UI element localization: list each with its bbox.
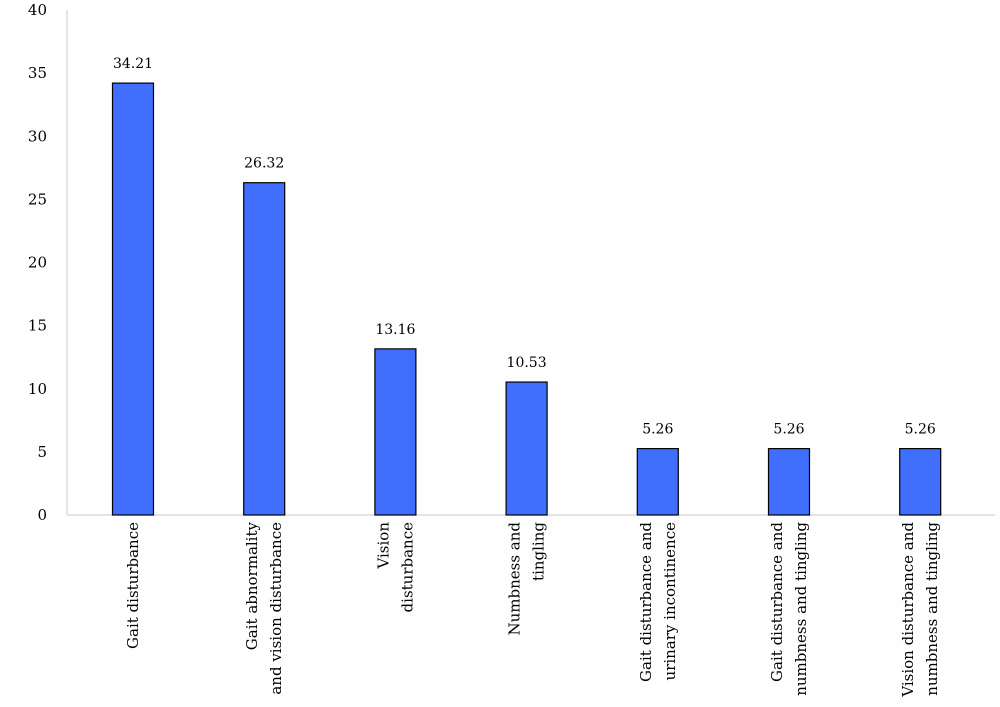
data-label: 26.32 — [244, 156, 284, 172]
category-label-line: Numbness and — [506, 522, 524, 636]
bars — [111, 82, 942, 516]
y-tick-label: 20 — [28, 254, 47, 272]
bar — [111, 82, 155, 516]
y-tick-label: 25 — [28, 190, 47, 208]
category-label: Vision disturbance — [374, 522, 416, 613]
category-label-line: disturbance — [398, 522, 416, 613]
data-label: 5.26 — [642, 422, 673, 438]
data-label: 5.26 — [905, 422, 936, 438]
category-label-line: numbness and tingling — [792, 522, 810, 696]
category-label: Gait disturbance and urinary incontinence — [637, 522, 679, 682]
y-tick-label: 30 — [28, 127, 47, 145]
category-label-line: tingling — [530, 522, 548, 581]
data-label: 13.16 — [375, 322, 415, 338]
category-label-line: Gait abnormality — [243, 521, 261, 650]
category-label-line: and vision disturbance — [267, 522, 285, 695]
y-tick-label: 40 — [28, 1, 47, 19]
category-label: Numbness and tingling — [506, 522, 548, 636]
category-label: Gait disturbance — [124, 522, 142, 649]
y-tick-label: 0 — [37, 506, 47, 524]
y-tick-label: 35 — [28, 64, 47, 82]
bar — [243, 182, 286, 516]
category-label-line: urinary incontinence — [661, 522, 679, 681]
category-label-line: numbness and tingling — [923, 522, 941, 696]
category-label: Gait abnormality and vision disturbance — [243, 521, 285, 694]
category-label: Gait disturbance and numbness and tinglin… — [768, 522, 810, 696]
y-axis: 0 5 10 15 20 25 30 35 40 — [28, 1, 68, 524]
y-tick-label: 15 — [28, 317, 47, 335]
bar — [899, 447, 942, 516]
bar — [767, 447, 811, 516]
data-label: 34.21 — [113, 56, 153, 72]
category-label-line: Gait disturbance — [124, 522, 142, 649]
category-label-line: Gait disturbance and — [768, 522, 786, 682]
category-labels: Gait disturbance Gait abnormality and visi… — [124, 521, 941, 697]
data-labels: 34.21 26.32 13.16 10.53 5.26 5.26 5.26 — [113, 56, 936, 437]
y-tick-label: 10 — [28, 380, 47, 398]
category-label-line: Gait disturbance and — [637, 522, 655, 682]
data-label: 5.26 — [773, 422, 804, 438]
bar — [505, 381, 548, 516]
category-label-line: Vision — [374, 522, 392, 570]
data-label: 10.53 — [507, 355, 547, 371]
category-label-line: Vision disturbance and — [899, 522, 917, 698]
bar — [374, 348, 417, 516]
bar — [636, 447, 679, 516]
y-tick-label: 5 — [37, 443, 47, 461]
category-label: Vision disturbance and numbness and tingl… — [899, 522, 941, 698]
